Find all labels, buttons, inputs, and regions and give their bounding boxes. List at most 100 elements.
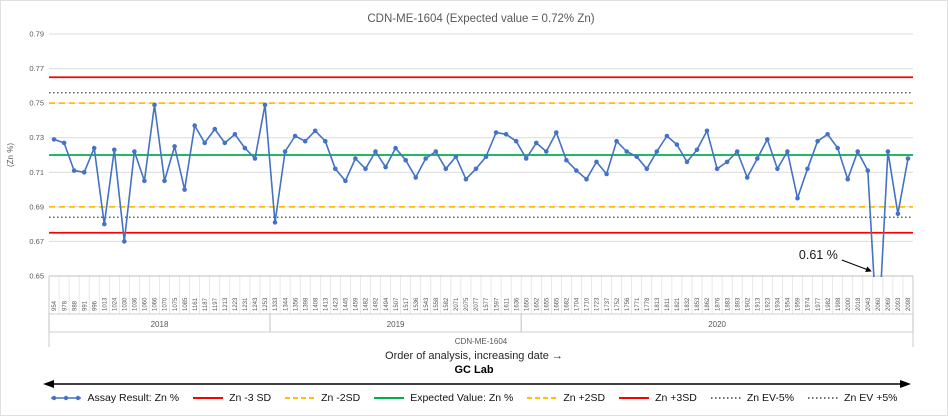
data-point: [855, 149, 860, 154]
x-tick-label: 1558: [434, 297, 440, 311]
x-tick-label: 954: [52, 300, 58, 311]
data-point: [765, 137, 770, 142]
x-tick-label: 2075: [464, 297, 470, 311]
y-tick-label: 0.79: [29, 30, 44, 39]
data-point: [574, 168, 579, 173]
legend-label: Assay Result: Zn %: [87, 392, 180, 404]
x-tick-label: 1066: [153, 297, 159, 311]
data-point: [684, 159, 690, 165]
data-point: [142, 178, 147, 184]
x-tick-label: 1704: [575, 297, 581, 311]
data-point: [172, 144, 177, 149]
x-tick-label: 1085: [183, 297, 189, 311]
x-tick-label: 2043: [866, 297, 872, 311]
x-tick-label: 1977: [816, 297, 822, 311]
y-tick-label: 0.71: [29, 168, 44, 177]
data-point: [182, 187, 187, 192]
x-tick-label: 1356: [293, 297, 299, 311]
data-point: [102, 221, 107, 227]
data-point: [91, 145, 97, 151]
x-tick-label: 1893: [735, 297, 741, 311]
data-point: [503, 132, 509, 137]
data-point: [694, 147, 700, 153]
x-tick-label: 1934: [776, 297, 782, 311]
data-point: [453, 154, 459, 159]
arrow-right-icon: [900, 380, 911, 388]
data-point: [895, 211, 901, 217]
legend-item: Assay Result: Zn %: [50, 392, 179, 404]
data-point: [112, 147, 117, 153]
x-tick-label: 1737: [605, 297, 611, 311]
data-point: [162, 178, 167, 184]
data-point: [393, 145, 398, 151]
data-point: [222, 140, 228, 146]
y-tick-label: 0.69: [29, 202, 44, 211]
x-tick-label: 1813: [655, 297, 661, 311]
data-point: [905, 156, 911, 161]
x-tick-label: 1954: [786, 297, 792, 311]
x-tick-label: 1577: [484, 297, 490, 311]
x-tick-label: 996: [92, 300, 98, 311]
data-point: [252, 156, 258, 161]
data-point: [232, 132, 238, 137]
x-tick-label: 2077: [474, 297, 480, 311]
x-tick-label: 1982: [826, 297, 832, 311]
x-tick-label: 1494: [384, 297, 390, 311]
data-point: [815, 138, 820, 144]
x-tick-label: 1771: [635, 297, 641, 311]
legend-item: Zn +2SD: [526, 392, 605, 404]
data-point: [51, 137, 57, 142]
data-point: [624, 149, 629, 154]
data-point: [443, 166, 449, 172]
x-tick-label: 1876: [715, 297, 721, 311]
data-point: [544, 149, 549, 154]
data-point: [302, 138, 308, 144]
y-tick-label: 0.75: [29, 99, 44, 108]
data-point: [202, 140, 207, 146]
x-tick-label: 1682: [565, 297, 571, 311]
legend-item: Zn EV-5%: [710, 392, 794, 404]
legend-item: Zn -2SD: [284, 392, 360, 404]
x-tick-label: 1998: [836, 297, 842, 311]
legend-label: Zn -2SD: [321, 392, 361, 404]
x-tick-label: 1811: [665, 297, 671, 311]
data-point: [81, 170, 87, 175]
x-tick-label: 1070: [163, 297, 169, 311]
x-tick-label: 1030: [123, 297, 129, 311]
data-point: [262, 102, 268, 108]
lab-title: GC Lab: [454, 364, 494, 376]
data-point: [192, 123, 197, 128]
chart-title: CDN-ME-1604 (Expected value = 0.72% Zn): [367, 13, 594, 25]
data-point: [473, 166, 479, 172]
x-tick-label: 2018: [856, 297, 862, 311]
legend-label: Zn +3SD: [655, 392, 697, 404]
x-tick-label: 1253: [263, 297, 269, 311]
y-axis-title: (Zn %): [6, 143, 15, 167]
legend-label: Expected Value: Zn %: [410, 392, 514, 404]
legend-swatch-dotted: [710, 397, 741, 399]
data-point: [61, 140, 67, 146]
x-tick-label: 1507: [394, 297, 400, 311]
x-tick-label: 1333: [273, 297, 279, 311]
x-tick-label: 1344: [283, 297, 289, 311]
x-tick-label: 1408: [313, 297, 319, 311]
data-point: [272, 220, 278, 225]
x-tick-label: 1243: [253, 297, 259, 311]
x-tick-label: 1853: [695, 297, 701, 311]
year-band-label: 2020: [708, 320, 726, 329]
arrow-left-icon: [43, 380, 54, 388]
x-tick-label: 1913: [755, 297, 761, 311]
x-tick-label: 1832: [685, 297, 691, 311]
data-point: [463, 176, 469, 182]
data-point: [513, 138, 519, 144]
x-tick-label: 1974: [806, 297, 812, 311]
data-point: [644, 166, 650, 172]
x-tick-label: 1902: [745, 297, 751, 311]
data-point: [674, 142, 680, 147]
data-point: [242, 145, 248, 151]
data-point: [71, 168, 77, 173]
legend-label: Zn EV-5%: [746, 392, 795, 404]
data-point: [714, 166, 720, 172]
data-point: [534, 140, 539, 146]
